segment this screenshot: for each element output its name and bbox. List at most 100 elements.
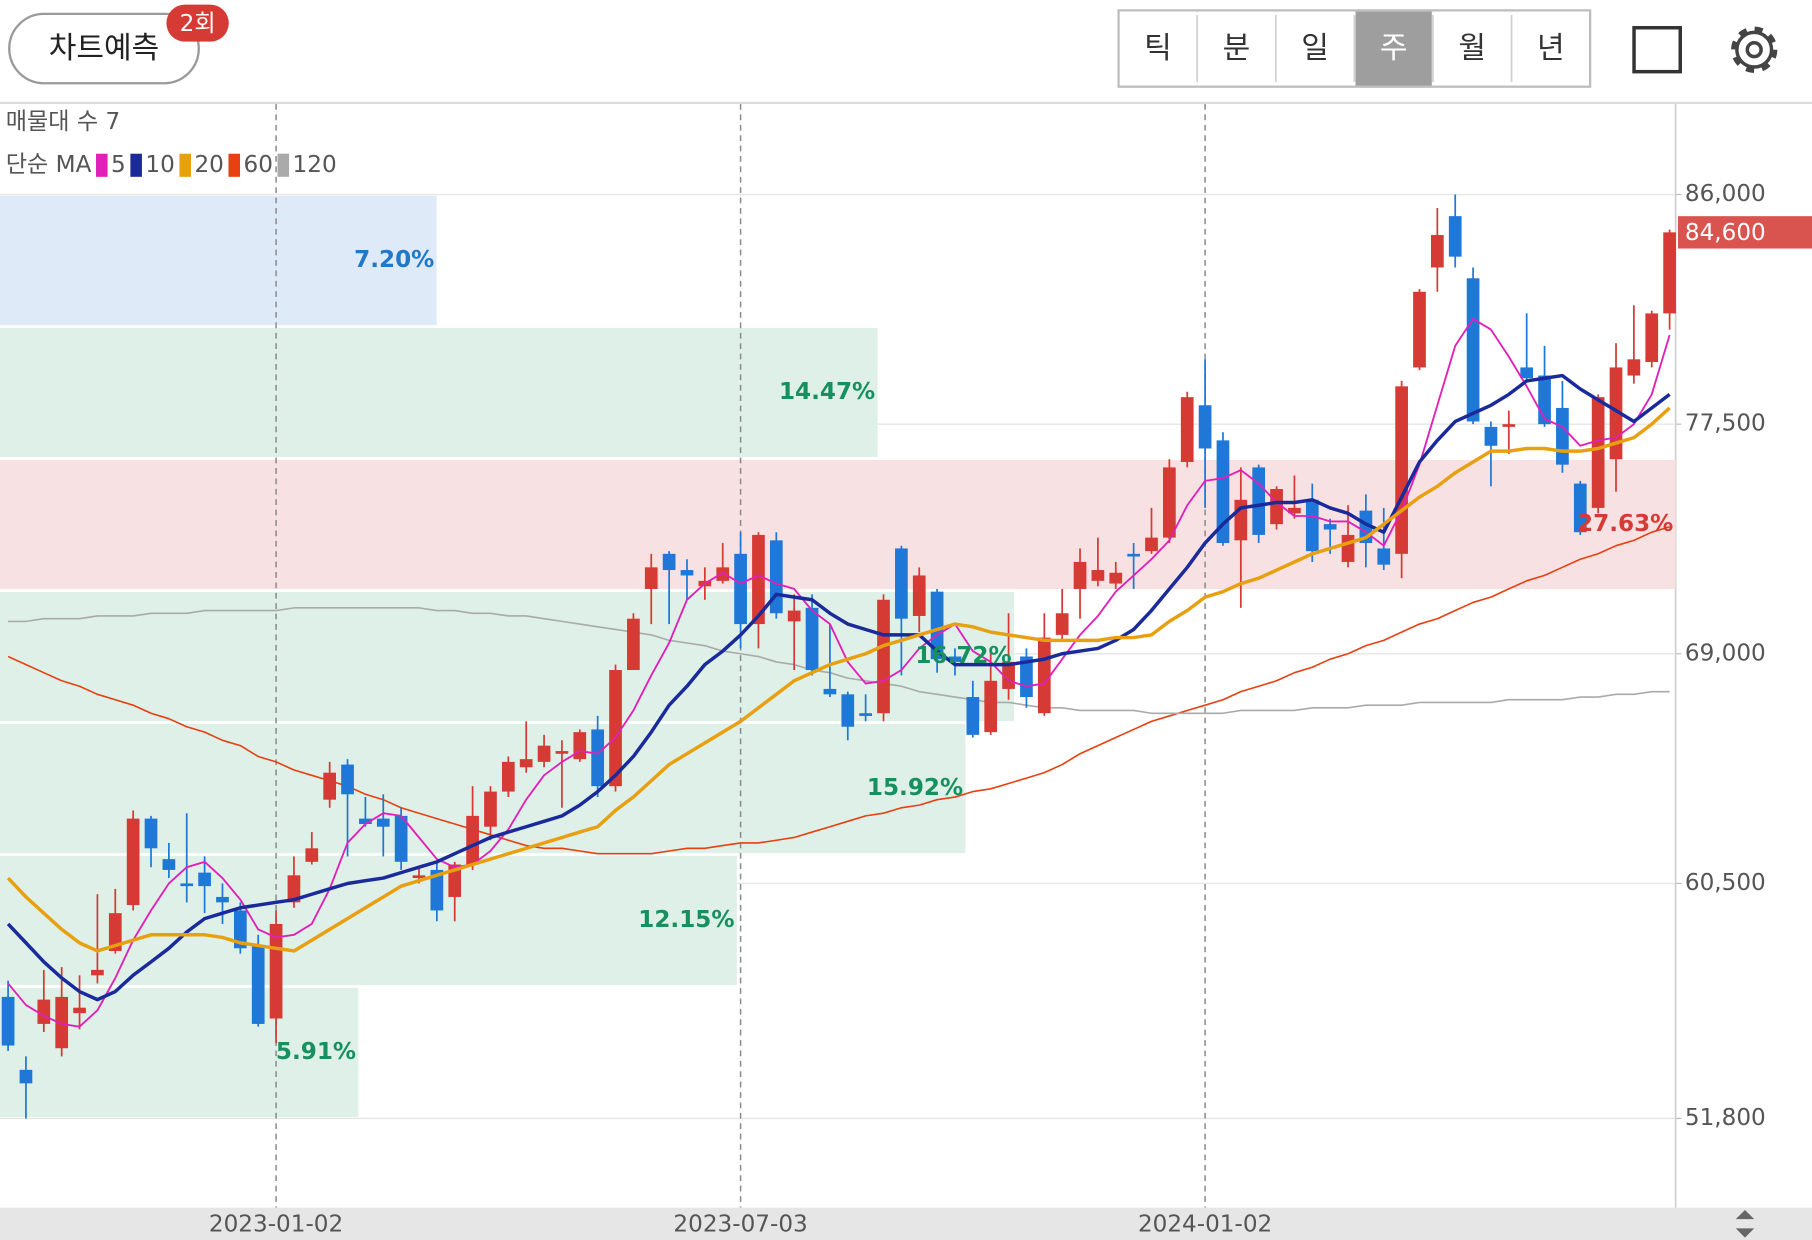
- candle-body: [877, 599, 890, 714]
- candle-body: [912, 575, 926, 616]
- candle-body: [55, 996, 69, 1049]
- volume-band-label: 7.20%: [354, 247, 434, 273]
- volume-band-label: 16.72%: [915, 643, 1011, 669]
- volume-band-label: 27.63%: [1577, 511, 1673, 537]
- candle-body: [1198, 405, 1212, 449]
- candle-body: [501, 761, 515, 792]
- ma-fast: [6, 317, 1671, 1028]
- candle-body: [1341, 534, 1355, 562]
- candle-body: [1573, 483, 1587, 533]
- fullscreen-button[interactable]: [1632, 26, 1682, 74]
- legend-label: 20: [194, 152, 223, 178]
- tab[interactable]: [1512, 11, 1589, 86]
- predict-button-label: 차트예측: [49, 31, 160, 66]
- candle-body: [930, 591, 944, 660]
- legend-label: 5: [111, 152, 126, 178]
- candle-body: [1180, 397, 1194, 462]
- legend-swatch: [130, 153, 142, 177]
- candle-body: [73, 1007, 86, 1014]
- candle-body: [91, 969, 104, 976]
- candle-body: [805, 607, 819, 671]
- candle-body: [376, 818, 390, 827]
- ma-line: [6, 373, 1671, 1002]
- badge: [166, 4, 229, 42]
- volume-band-label: 14.47%: [779, 379, 875, 405]
- candle-body: [1020, 656, 1033, 698]
- candle-body: [716, 567, 730, 581]
- candle-body: [1, 996, 15, 1046]
- tab[interactable]: [1434, 11, 1511, 86]
- current-price-label: 84,600: [1685, 220, 1766, 246]
- candle-body: [662, 553, 676, 571]
- candle-body: [1055, 613, 1069, 635]
- candle-body: [1216, 440, 1230, 544]
- x-tick-label: 2024-01-02: [1138, 1211, 1272, 1237]
- candle-body: [359, 818, 372, 824]
- tab[interactable]: [1198, 11, 1275, 86]
- x-tick-label: 2023-01-02: [209, 1211, 343, 1237]
- candle-body: [859, 713, 873, 716]
- candle-body: [484, 791, 497, 827]
- legend-swatch: [96, 153, 108, 177]
- volume-band: [0, 723, 966, 854]
- y-tick-label: 51,800: [1685, 1105, 1766, 1131]
- candle-body: [1520, 367, 1534, 379]
- gear-hole: [1745, 41, 1763, 59]
- candle-body: [394, 815, 408, 862]
- candle-body: [1591, 397, 1605, 508]
- candle-body: [1145, 537, 1158, 552]
- candle-body: [627, 618, 640, 671]
- candle-body: [573, 732, 587, 760]
- tab[interactable]: [1119, 11, 1197, 86]
- candle-body: [466, 815, 479, 865]
- candle-body: [519, 759, 533, 768]
- candle-body: [680, 570, 694, 576]
- volume-profile-label: 매물대 수 7: [6, 109, 120, 135]
- settings-button[interactable]: [1731, 26, 1778, 73]
- tab-label: 일: [1301, 31, 1329, 66]
- candle-body: [1073, 561, 1087, 589]
- candle-body: [37, 999, 51, 1024]
- y-tick-label: 60,500: [1685, 870, 1766, 896]
- candle-body: [305, 848, 319, 862]
- candle-body: [323, 772, 337, 800]
- candle-body: [1448, 216, 1462, 257]
- tab[interactable]: [1355, 11, 1432, 86]
- y-tick-label: 86,000: [1685, 181, 1766, 207]
- legend-label: 60: [244, 152, 273, 178]
- tab-label: 분: [1223, 31, 1251, 66]
- tab-label: 년: [1537, 31, 1565, 66]
- candle-body: [108, 913, 122, 951]
- candle-body: [216, 896, 229, 903]
- candle-body: [1627, 359, 1641, 376]
- candle-body: [823, 688, 837, 695]
- candle-body: [644, 567, 658, 589]
- candle-body: [1413, 291, 1426, 368]
- candle-body: [1430, 235, 1444, 268]
- candle-body: [1484, 426, 1498, 446]
- legend-label: 120: [293, 152, 337, 178]
- tab[interactable]: [1276, 11, 1354, 86]
- candle-body: [841, 694, 855, 727]
- volume-band: [0, 459, 1676, 590]
- candle-body: [1305, 499, 1319, 552]
- tab-label: 틱: [1144, 31, 1172, 66]
- candle-body: [591, 729, 605, 787]
- candle-body: [1663, 232, 1676, 314]
- candle-body: [752, 534, 765, 625]
- volume-band: [0, 195, 437, 326]
- candle-body: [1556, 407, 1569, 465]
- candle-body: [984, 680, 998, 733]
- candle-body: [251, 945, 265, 1024]
- legend-swatch: [277, 153, 290, 177]
- candle-body: [734, 553, 747, 625]
- toolbar: 차트예측 2회 틱 분 일 주 월 년: [0, 4, 1812, 105]
- badge-label: 2회: [180, 11, 216, 37]
- predict-button[interactable]: [8, 12, 200, 85]
- candle-body: [1395, 386, 1408, 554]
- y-tick-label: 77,500: [1685, 411, 1766, 437]
- candle-body: [555, 751, 569, 754]
- candle-body: [1091, 570, 1105, 581]
- volume-band-label: 12.15%: [638, 907, 734, 933]
